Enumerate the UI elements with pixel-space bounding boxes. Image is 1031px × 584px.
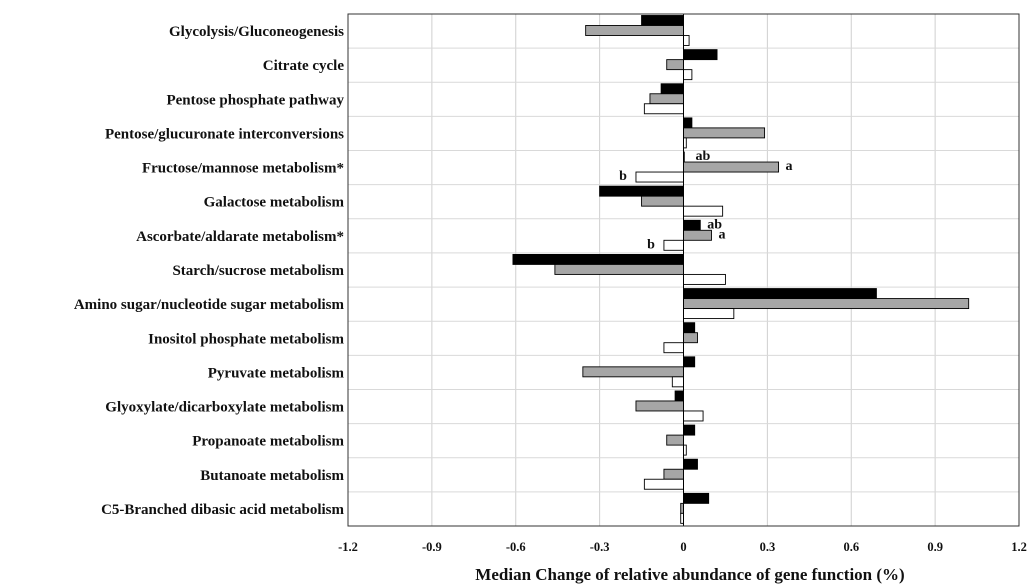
- category-label: Pentose/glucuronate interconversions: [105, 126, 344, 142]
- category-label: Amino sugar/nucleotide sugar metabolism: [74, 297, 345, 313]
- category-label: Inositol phosphate metabolism: [148, 331, 344, 347]
- x-tick-label: 0.9: [927, 540, 943, 554]
- category-label: Pentose phosphate pathway: [166, 92, 344, 108]
- significance-label: ab: [696, 149, 711, 164]
- significance-label: b: [647, 237, 655, 252]
- bar: [666, 59, 684, 71]
- bar: [683, 273, 726, 285]
- bar: [683, 219, 701, 231]
- category-label: Propanoate metabolism: [192, 434, 344, 450]
- bar: [641, 195, 684, 207]
- x-tick-label: -0.9: [422, 540, 442, 554]
- bar: [649, 93, 684, 105]
- bar: [683, 127, 766, 139]
- category-label: Ascorbate/aldarate metabolism*: [136, 229, 344, 245]
- bar: [663, 342, 684, 354]
- x-tick-label: 1.2: [1011, 540, 1027, 554]
- bar: [683, 288, 877, 300]
- bar: [635, 171, 684, 183]
- bar: [666, 434, 684, 446]
- bar: [663, 239, 684, 251]
- bars: [512, 14, 970, 526]
- bar: [554, 263, 684, 275]
- x-tick-label: 0.6: [843, 540, 859, 554]
- significance-label: a: [718, 227, 725, 242]
- bar: [599, 185, 684, 197]
- bar: [683, 322, 696, 334]
- bar: [635, 400, 684, 412]
- bar: [643, 103, 684, 115]
- category-label: Fructose/mannose metabolism*: [142, 161, 344, 177]
- x-tick-label: -0.6: [506, 540, 526, 554]
- category-label: Galactose metabolism: [204, 195, 345, 211]
- bar: [683, 69, 693, 81]
- bar: [683, 410, 704, 422]
- bar: [683, 424, 696, 436]
- bar: [663, 468, 684, 480]
- bar: [683, 492, 710, 504]
- bar: [683, 298, 970, 310]
- bar: [683, 117, 693, 129]
- category-labels: Glycolysis/Gluconeogenesis Citrate cycle P…: [74, 24, 345, 518]
- category-label: Pyruvate metabolism: [208, 365, 345, 381]
- bar: [643, 478, 684, 490]
- x-tick-label: -0.3: [590, 540, 610, 554]
- category-label: C5-Branched dibasic acid metabolism: [101, 502, 344, 518]
- bar: [660, 83, 684, 95]
- bar: [641, 15, 684, 26]
- bar: [671, 376, 684, 388]
- bar: [683, 205, 724, 217]
- plot-border: [347, 13, 1020, 527]
- category-label: Glyoxylate/dicarboxylate metabolism: [105, 400, 344, 416]
- bar: [674, 390, 684, 402]
- significance-label: b: [619, 169, 627, 184]
- bar: [683, 458, 698, 470]
- significance-label: ab: [707, 217, 722, 232]
- category-label: Butanoate metabolism: [200, 468, 344, 484]
- x-tick-label: -1.2: [338, 540, 358, 554]
- x-axis-title: Median Change of relative abundance of g…: [475, 565, 904, 584]
- category-label: Starch/sucrose metabolism: [172, 263, 344, 279]
- bar: [512, 253, 684, 265]
- significance-label: a: [786, 159, 793, 174]
- x-tick-label: 0.3: [760, 540, 776, 554]
- bar: [585, 25, 684, 36]
- category-label: Glycolysis/Gluconeogenesis: [169, 24, 344, 40]
- bar: [683, 308, 735, 320]
- bar: [582, 366, 684, 378]
- bar: [683, 332, 698, 344]
- category-label: Citrate cycle: [263, 58, 345, 74]
- bar: [683, 35, 690, 46]
- bar: [683, 356, 696, 368]
- x-tick-labels: -1.2 -0.9 -0.6 -0.3 0 0.3 0.6 0.9 1.2: [338, 540, 1027, 554]
- bar: [683, 49, 718, 61]
- x-tick-label: 0: [680, 540, 686, 554]
